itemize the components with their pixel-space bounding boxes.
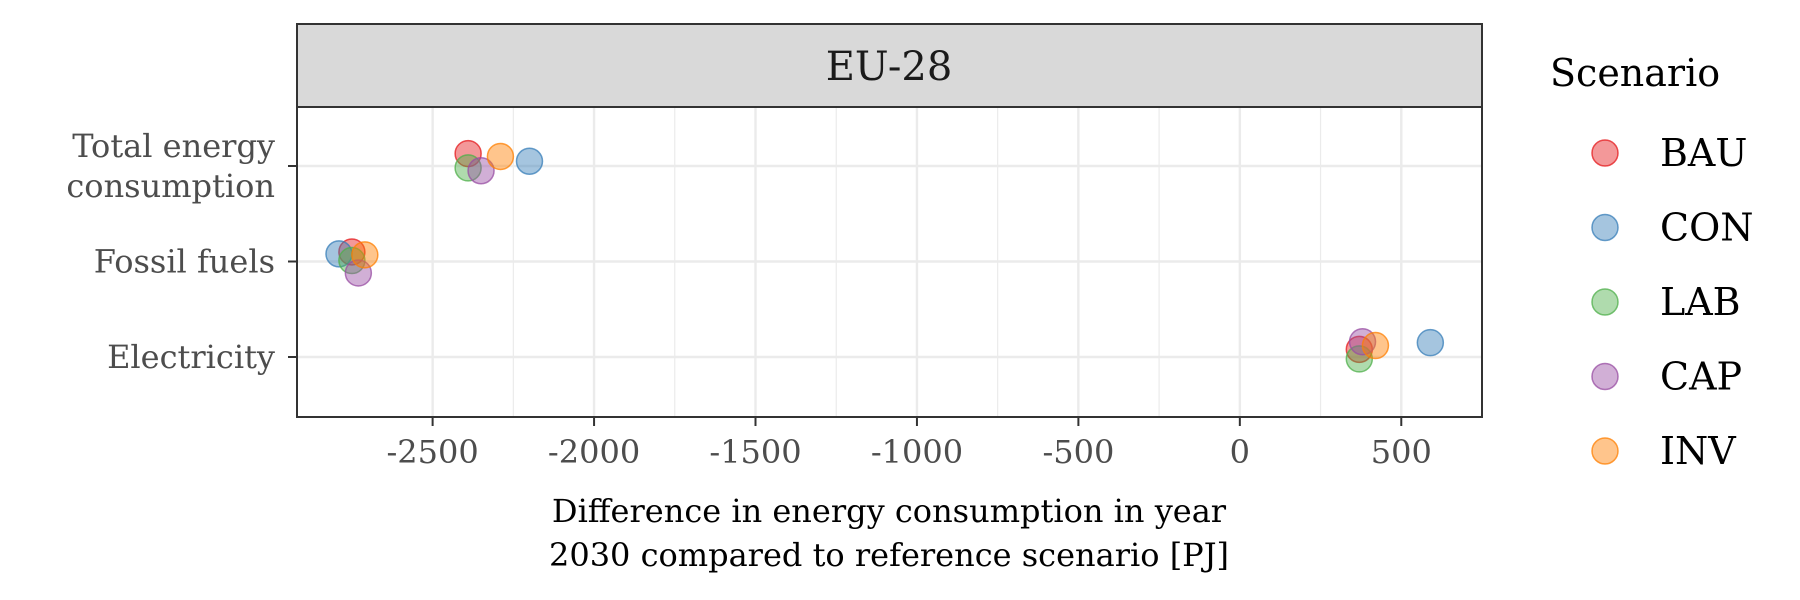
x-axis: -2500 -2000 -1500 -1000 -500 0 500 [386, 417, 1432, 471]
x-axis-title: Difference in energy consumption in year… [549, 492, 1229, 574]
data-point-cap [344, 259, 373, 287]
x-tick-label: -2000 [548, 433, 640, 471]
x-tick-label: 0 [1230, 433, 1250, 471]
data-points [325, 139, 1445, 373]
y-tick-label: Fossil fuels [94, 243, 275, 281]
data-point-inv [486, 142, 515, 171]
data-point-lab [338, 246, 366, 275]
data-point-inv [1361, 331, 1390, 360]
legend-key-lab [1591, 288, 1619, 316]
legend-key-con [1591, 213, 1619, 242]
x-tick-label: -500 [1042, 433, 1114, 471]
legend-key-cap [1591, 362, 1619, 391]
legend: Scenario BAU CON LAB CAP INV [1550, 51, 1753, 473]
y-tick-label: consumption [66, 167, 275, 205]
legend-label-inv: INV [1660, 429, 1736, 473]
legend-label-cap: CAP [1660, 355, 1742, 399]
y-tick-label: Total energy [72, 127, 275, 165]
legend-label-lab: LAB [1660, 280, 1741, 324]
legend-key-inv [1591, 437, 1619, 465]
data-point-inv [351, 241, 379, 269]
legend-key-bau [1591, 139, 1619, 167]
legend-label-con: CON [1660, 206, 1753, 250]
panel-title: EU-28 [826, 44, 953, 90]
y-tick-label: Electricity [107, 338, 275, 376]
x-tick-label: -1500 [709, 433, 801, 471]
x-tick-label: 500 [1371, 433, 1432, 471]
x-axis-title-line-2: 2030 compared to reference scenario [PJ] [549, 536, 1229, 574]
data-point-con [1416, 328, 1445, 357]
data-point-con [515, 147, 544, 175]
strip-background [296, 23, 1483, 108]
strip-header: EU-28 [296, 23, 1483, 108]
legend-label-bau: BAU [1660, 131, 1747, 175]
legend-title: Scenario [1550, 51, 1720, 95]
gridlines [297, 107, 1482, 417]
x-tick-label: -1000 [871, 433, 963, 471]
x-axis-title-line-1: Difference in energy consumption in year [552, 492, 1227, 530]
x-tick-label: -2500 [386, 433, 478, 471]
data-point-cap [467, 157, 495, 185]
